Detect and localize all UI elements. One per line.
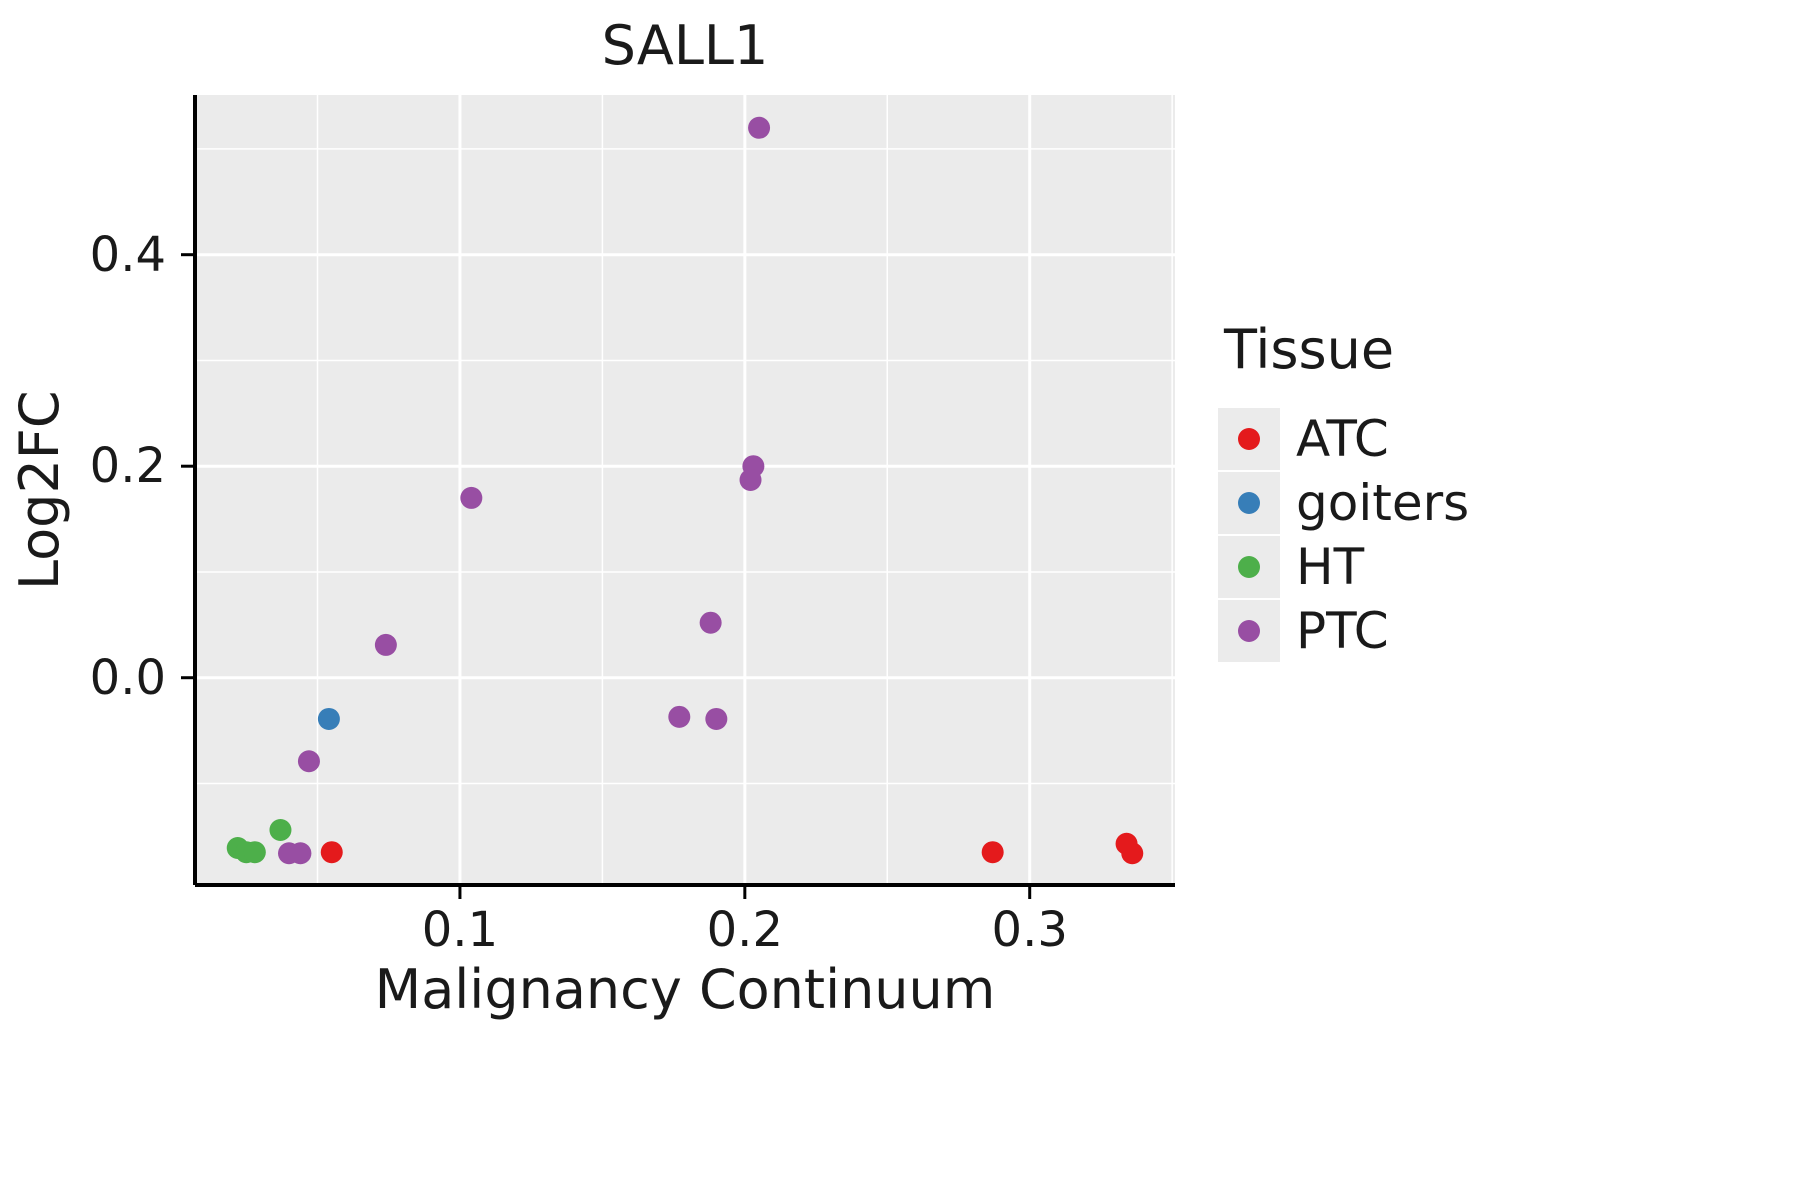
legend-item-goiters: goiters xyxy=(1218,471,1469,535)
legend-key xyxy=(1218,536,1280,598)
data-point-PTC xyxy=(460,486,483,509)
data-point-PTC xyxy=(748,116,771,139)
data-point-PTC xyxy=(297,750,320,773)
data-point-PTC xyxy=(668,705,691,728)
legend-key xyxy=(1218,600,1280,662)
legend-dot-icon xyxy=(1238,556,1260,578)
data-point-PTC xyxy=(289,842,312,865)
legend-dot-icon xyxy=(1238,492,1260,514)
legend-dot-icon xyxy=(1238,428,1260,450)
data-point-PTC xyxy=(739,468,762,491)
x-tick-label: 0.1 xyxy=(421,902,499,958)
data-point-HT xyxy=(243,841,266,864)
legend-dot-icon xyxy=(1238,620,1260,642)
data-point-PTC xyxy=(705,707,728,730)
legend-key xyxy=(1218,472,1280,534)
legend-label: goiters xyxy=(1296,474,1470,532)
legend-label: PTC xyxy=(1296,602,1389,660)
data-point-ATC xyxy=(981,841,1004,864)
legend-item-ATC: ATC xyxy=(1218,407,1469,471)
y-tick-label: 0.4 xyxy=(89,226,166,283)
legend-label: HT xyxy=(1296,538,1365,596)
data-point-PTC xyxy=(374,633,397,656)
legend-title: Tissue xyxy=(1224,318,1395,381)
y-tick-label: 0.2 xyxy=(89,438,166,495)
legend: Tissue ATC goiters HT PTC xyxy=(1218,318,1469,663)
data-point-PTC xyxy=(699,611,722,634)
y-tick-label: 0.0 xyxy=(89,649,166,706)
legend-item-PTC: PTC xyxy=(1218,599,1469,663)
x-tick-label: 0.3 xyxy=(991,902,1068,958)
data-point-HT xyxy=(269,819,292,842)
plot-panel xyxy=(181,95,1175,899)
data-point-goiters xyxy=(317,707,340,730)
x-axis-label: Malignancy Continuum xyxy=(374,958,996,1021)
data-point-ATC xyxy=(1121,842,1144,865)
data-point-ATC xyxy=(320,841,343,864)
chart-title: SALL1 xyxy=(601,14,769,77)
legend-label: ATC xyxy=(1296,410,1389,468)
x-tick-label: 0.2 xyxy=(706,902,783,958)
legend-items: ATC goiters HT PTC xyxy=(1218,407,1469,663)
legend-key xyxy=(1218,408,1280,470)
legend-item-HT: HT xyxy=(1218,535,1469,599)
